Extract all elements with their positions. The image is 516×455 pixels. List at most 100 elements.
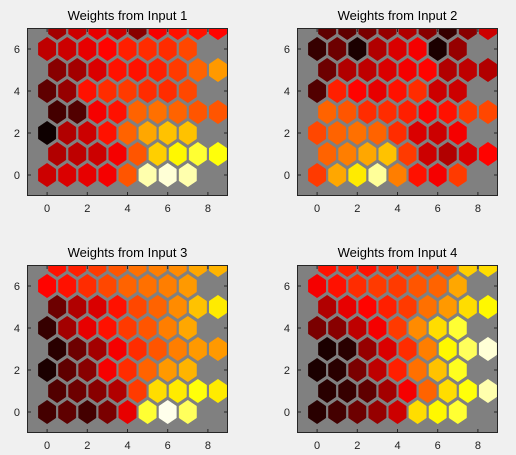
hex-cell (348, 78, 367, 104)
hex-cell (458, 294, 477, 320)
hex-cell (118, 399, 137, 425)
hex-cell (138, 78, 157, 104)
hex-cell (418, 28, 437, 41)
hex-cell (178, 120, 197, 146)
hex-cell (418, 57, 437, 83)
hex-cell (438, 336, 457, 362)
hex-cell (318, 378, 337, 404)
hex-cell (178, 36, 197, 62)
hex-cell (38, 78, 57, 104)
hex-cell (48, 294, 67, 320)
x-tick-label: 8 (475, 203, 481, 215)
hex-cell (78, 399, 97, 425)
hex-cell (328, 120, 347, 146)
hex-cell (308, 399, 327, 425)
hex-cell (438, 294, 457, 320)
hex-cell (138, 120, 157, 146)
hex-cell (478, 378, 497, 404)
hex-cell (118, 273, 137, 299)
hex-cell (338, 28, 357, 41)
x-tick-label: 8 (205, 440, 211, 452)
hex-cell (378, 294, 397, 320)
hex-cell (428, 315, 447, 341)
hex-cell (128, 99, 147, 125)
hex-cell (108, 294, 127, 320)
hex-cell (118, 120, 137, 146)
hex-cell (58, 120, 77, 146)
hex-cell (188, 336, 207, 362)
hex-cell (118, 357, 137, 383)
hex-cell (208, 99, 227, 125)
hex-cell (398, 336, 417, 362)
hex-cell (338, 141, 357, 167)
hex-cell (328, 162, 347, 188)
hex-cell (108, 57, 127, 83)
hex-cell (318, 28, 337, 41)
hex-cell (368, 78, 387, 104)
hex-cell (68, 28, 87, 41)
hex-cell (78, 357, 97, 383)
x-tick-label: 2 (354, 203, 360, 215)
hex-cell (58, 357, 77, 383)
hex-cell (118, 315, 137, 341)
x-tick-label: 6 (435, 203, 441, 215)
hex-cell (158, 399, 177, 425)
hex-cell (208, 28, 227, 41)
hex-cell (348, 120, 367, 146)
hex-cell (168, 57, 187, 83)
y-tick-label: 0 (14, 170, 20, 182)
hex-cell (168, 294, 187, 320)
hex-cell (58, 36, 77, 62)
hex-cell (48, 57, 67, 83)
hex-cell (38, 399, 57, 425)
hex-cell (158, 36, 177, 62)
hex-cell (208, 336, 227, 362)
y-tick-label: 2 (14, 365, 20, 377)
hex-cell (98, 162, 117, 188)
x-tick-label: 6 (165, 440, 171, 452)
hex-cell (308, 162, 327, 188)
hex-cell (328, 36, 347, 62)
hex-cell (348, 162, 367, 188)
hex-cell (448, 315, 467, 341)
hex-cell (348, 273, 367, 299)
hex-cell (388, 36, 407, 62)
hex-cell (188, 141, 207, 167)
x-tick-label: 4 (394, 203, 400, 215)
hex-cell (48, 378, 67, 404)
x-tick-label: 6 (435, 440, 441, 452)
hex-cell (388, 120, 407, 146)
hex-cell (128, 141, 147, 167)
hex-cell (318, 265, 337, 278)
hex-cell (178, 162, 197, 188)
hex-cell (208, 141, 227, 167)
hex-cell (408, 120, 427, 146)
hex-cell (138, 273, 157, 299)
hex-cell (188, 378, 207, 404)
hex-cell (418, 294, 437, 320)
hex-cell (128, 336, 147, 362)
hex-cell (418, 336, 437, 362)
hex-cell (348, 357, 367, 383)
hex-cell (128, 28, 147, 41)
hex-cell (448, 273, 467, 299)
hex-cell (178, 399, 197, 425)
hex-cell (378, 336, 397, 362)
subplot-title: Weights from Input 1 (68, 8, 188, 23)
hex-cell (168, 28, 187, 41)
y-tick-label: 4 (14, 86, 20, 98)
hex-cell (458, 57, 477, 83)
y-tick-label: 2 (284, 365, 290, 377)
hex-cell (328, 78, 347, 104)
hex-cell (428, 36, 447, 62)
hex-cell (88, 265, 107, 278)
hex-cell (58, 162, 77, 188)
hex-cell (88, 294, 107, 320)
hex-cell (458, 265, 477, 278)
hex-cell (448, 162, 467, 188)
hex-cell (178, 78, 197, 104)
hex-cell (58, 273, 77, 299)
hex-cell (118, 162, 137, 188)
hex-cell (388, 273, 407, 299)
hex-cell (208, 57, 227, 83)
